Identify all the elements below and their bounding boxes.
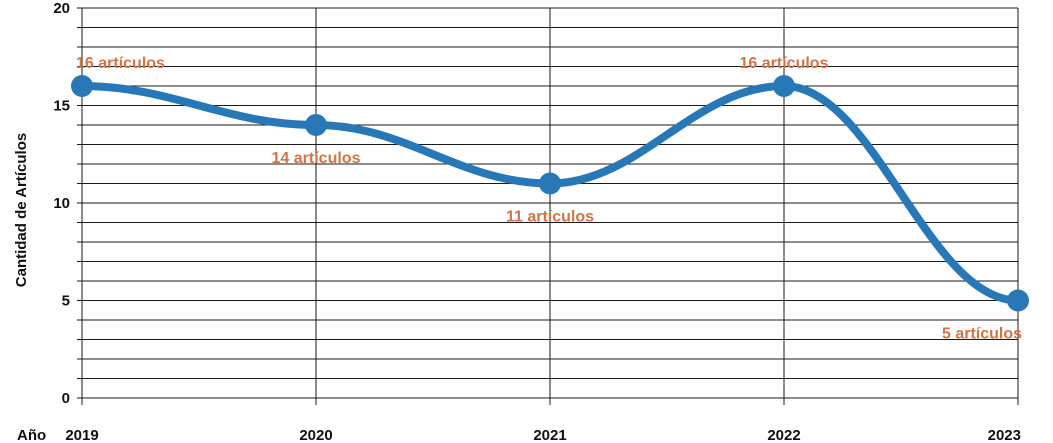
x-tick-label: 2021 — [533, 427, 566, 443]
y-tick-label: 20 — [53, 0, 70, 17]
y-tick-label: 15 — [53, 98, 70, 115]
grid — [77, 7, 1019, 405]
data-points — [71, 75, 1029, 312]
data-label: 14 artículos — [272, 150, 361, 167]
data-label: 5 artículos — [942, 326, 1022, 343]
x-axis-title: Año — [17, 427, 46, 443]
data-labels: 16 artículos 14 artículos 11 artículos 16 a… — [76, 55, 1022, 343]
y-tick-label: 0 — [62, 390, 70, 407]
y-tick-label: 10 — [53, 195, 70, 212]
y-axis-title: Cantidad de Artículos — [13, 133, 30, 287]
data-point — [1007, 289, 1029, 312]
y-tick-label: 5 — [62, 293, 70, 310]
data-point — [305, 114, 327, 136]
y-axis-ticks: 0 5 10 15 20 — [53, 0, 70, 407]
data-label: 16 artículos — [76, 55, 165, 72]
series-line — [78, 81, 1022, 305]
x-tick-label: 2020 — [299, 427, 332, 443]
data-point — [71, 75, 93, 97]
x-tick-label: 2019 — [65, 427, 98, 443]
data-point — [773, 75, 795, 97]
x-axis-ticks: 2019 2020 2021 2022 2023 — [65, 427, 1021, 443]
data-label: 16 artículos — [740, 55, 829, 72]
data-point — [539, 172, 561, 195]
x-tick-label: 2022 — [767, 427, 800, 443]
x-tick-label: 2023 — [988, 427, 1021, 443]
data-label: 11 artículos — [506, 209, 594, 226]
